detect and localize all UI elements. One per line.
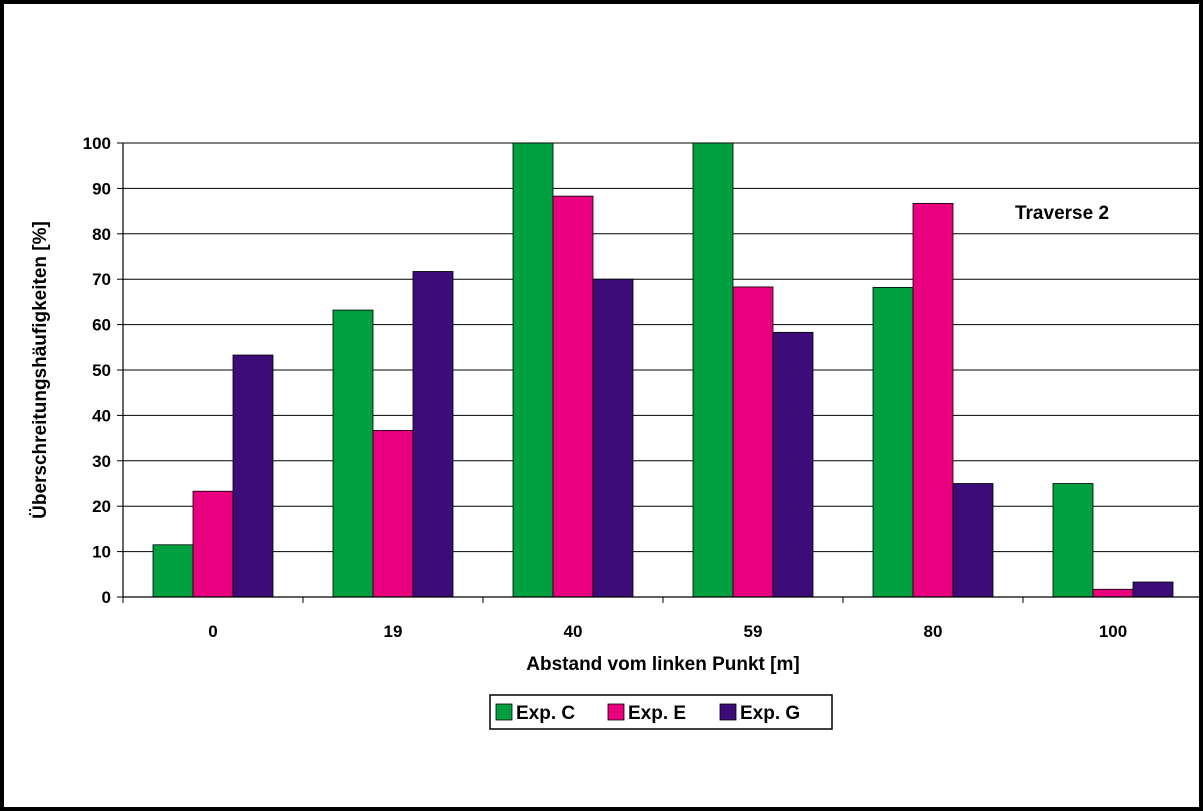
bar-exp-g-19 <box>412 271 454 598</box>
chart-annotation: Traverse 2 <box>1015 203 1109 224</box>
y-tick-label: 30 <box>92 452 111 471</box>
bar-exp-c-80 <box>872 286 914 598</box>
x-tick-label: 0 <box>208 622 217 641</box>
y-tick-label: 40 <box>92 406 111 425</box>
y-tick-label: 20 <box>92 497 111 516</box>
bar-exp-e-100 <box>1092 588 1134 598</box>
bar-exp-c-0 <box>152 544 194 598</box>
legend-label: Exp. C <box>516 703 575 724</box>
x-axis-title: Abstand vom linken Punkt [m] <box>526 654 799 675</box>
y-tick-label: 50 <box>92 361 111 380</box>
legend-swatch <box>719 703 737 721</box>
bar-exp-c-40 <box>512 142 554 598</box>
y-tick-labels: 0 10 20 30 40 50 60 70 80 90 100 <box>83 134 111 607</box>
bar-exp-g-100 <box>1132 581 1174 598</box>
bar-exp-c-100 <box>1052 483 1094 598</box>
bar-exp-c-19 <box>332 309 374 598</box>
y-tick-label: 0 <box>102 588 111 607</box>
y-tick-label: 60 <box>92 316 111 335</box>
legend-box <box>489 694 833 730</box>
x-tick-label: 100 <box>1099 622 1127 641</box>
x-tick-label: 40 <box>564 622 583 641</box>
grid-lines <box>123 142 1203 553</box>
bar-exp-g-80 <box>952 483 994 598</box>
x-tick-label: 19 <box>384 622 403 641</box>
bar-exp-e-40 <box>552 195 594 598</box>
bars <box>152 142 1174 598</box>
x-tick-label: 80 <box>924 622 943 641</box>
y-tick-label: 70 <box>92 270 111 289</box>
legend-swatch <box>495 703 513 721</box>
y-tick-label: 80 <box>92 225 111 244</box>
x-tick-label: 59 <box>744 622 763 641</box>
bar-exp-e-59 <box>732 286 774 598</box>
y-tick-label: 90 <box>92 179 111 198</box>
legend-label: Exp. E <box>628 703 686 724</box>
legend-swatch <box>607 703 625 721</box>
bar-exp-g-40 <box>592 278 634 598</box>
y-axis-title: Überschreitungshäufigkeiten [%] <box>30 221 51 519</box>
y-tick-label: 100 <box>83 134 111 153</box>
bar-exp-e-19 <box>372 429 414 598</box>
x-tick-labels: 0 19 40 59 80 100 <box>208 622 1127 641</box>
bar-exp-g-0 <box>232 354 274 598</box>
bar-exp-e-0 <box>192 490 234 598</box>
axes <box>117 142 1203 603</box>
legend-label: Exp. G <box>740 703 800 724</box>
bar-exp-e-80 <box>912 202 954 598</box>
y-tick-label: 10 <box>92 543 111 562</box>
legend: Exp. C Exp. E Exp. G <box>489 694 833 730</box>
bar-exp-g-59 <box>772 331 814 598</box>
bar-exp-c-59 <box>692 142 734 598</box>
